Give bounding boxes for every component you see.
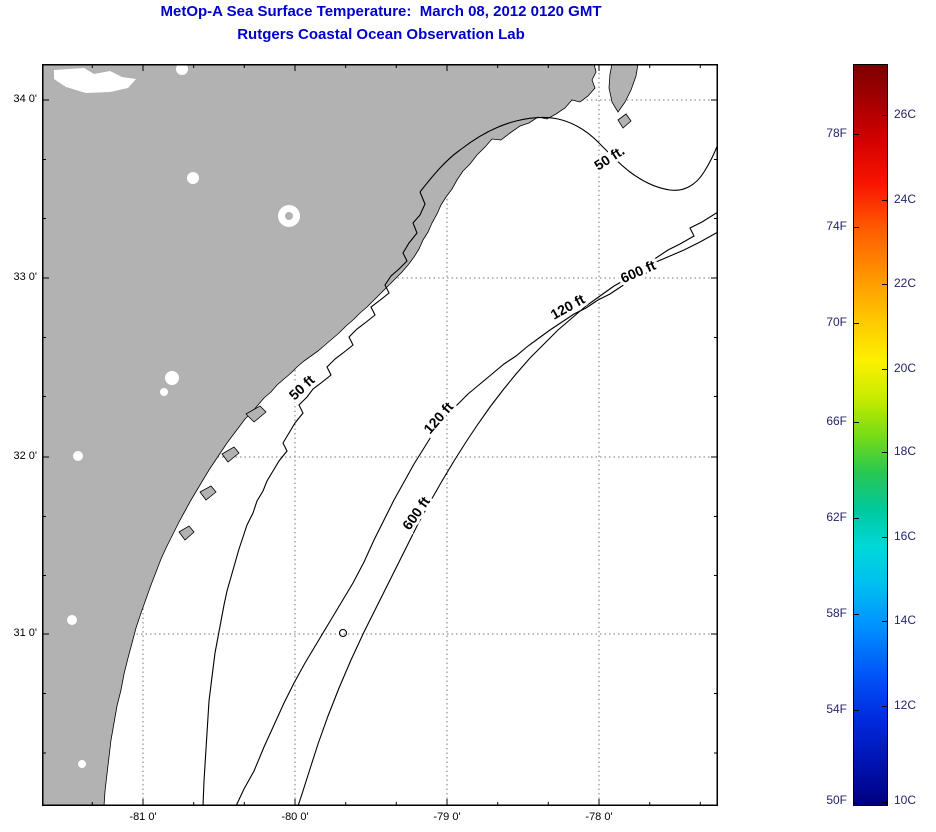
colorbar-f-label: 78F <box>826 126 847 140</box>
colorbar-c-label: 26C <box>894 107 917 121</box>
colorbar-c-label: 22C <box>894 276 917 290</box>
land-area <box>41 63 597 807</box>
colorbar-tick <box>854 518 859 519</box>
contour-50ft-coastal <box>202 191 426 807</box>
colorbar-c-label: 14C <box>894 613 917 627</box>
colorbar-f-label: 54F <box>826 702 847 716</box>
land-cape-east-bank <box>608 63 639 113</box>
plot-frame <box>42 64 718 806</box>
page-subtitle: Rutgers Coastal Ocean Observation Lab <box>237 26 525 43</box>
colorbar-f-label: 62F <box>826 510 847 524</box>
x-tick-label: -80 0' <box>281 811 309 823</box>
colorbar-tick <box>882 537 887 538</box>
colorbar-tick <box>882 706 887 707</box>
y-tick-label: 33 0' <box>13 271 37 283</box>
contour-50ft-bay-arc <box>419 116 719 193</box>
colorbar-c-label: 20C <box>894 361 917 375</box>
colorbar-c-label: 24C <box>894 192 917 206</box>
colorbar-tick <box>882 802 887 803</box>
island <box>617 113 632 129</box>
colorbar-f-label: 70F <box>826 315 847 329</box>
page-title: MetOp-A Sea Surface Temperature: March 0… <box>160 3 602 20</box>
y-tick-label: 31 0' <box>13 627 37 639</box>
colorbar-tick <box>882 200 887 201</box>
colorbar-f-label: 50F <box>826 793 847 807</box>
colorbar-tick <box>854 227 859 228</box>
colorbar-tick <box>882 284 887 285</box>
contour-600ft <box>297 231 719 807</box>
y-tick-label: 34 0' <box>13 93 37 105</box>
map-plot-area: 50 ft. 120 ft 600 ft 50 ft 120 ft 600 ft <box>41 63 719 807</box>
x-tick-label: -79 0' <box>433 811 461 823</box>
colorbar-tick <box>854 710 859 711</box>
colorbar-c-label: 10C <box>894 793 917 807</box>
y-tick-label: 32 0' <box>13 450 37 462</box>
contour-closed-small <box>338 628 348 638</box>
colorbar-f-label: 74F <box>826 219 847 233</box>
colorbar-tick <box>882 115 887 116</box>
colorbar-tick <box>882 369 887 370</box>
colorbar-tick <box>882 621 887 622</box>
colorbar-tick <box>854 422 859 423</box>
x-tick-label: -81 0' <box>129 811 157 823</box>
cloud-patches <box>54 63 300 768</box>
colorbar-c-label: 12C <box>894 698 917 712</box>
colorbar-tick <box>882 452 887 453</box>
sst-map-plot: 50 ft. 120 ft 600 ft 50 ft 120 ft 600 ft <box>41 63 719 807</box>
colorbar-tick <box>854 323 859 324</box>
colorbar-tick <box>854 134 859 135</box>
x-tick-label: -78 0' <box>585 811 613 823</box>
colorbar-f-label: 58F <box>826 606 847 620</box>
colorbar-c-label: 16C <box>894 529 917 543</box>
colorbar-tick <box>854 614 859 615</box>
colorbar-tick <box>854 803 859 804</box>
colorbar-f-label: 66F <box>826 414 847 428</box>
colorbar-c-label: 18C <box>894 444 917 458</box>
barrier-islands <box>178 405 267 541</box>
colorbar <box>853 64 888 806</box>
